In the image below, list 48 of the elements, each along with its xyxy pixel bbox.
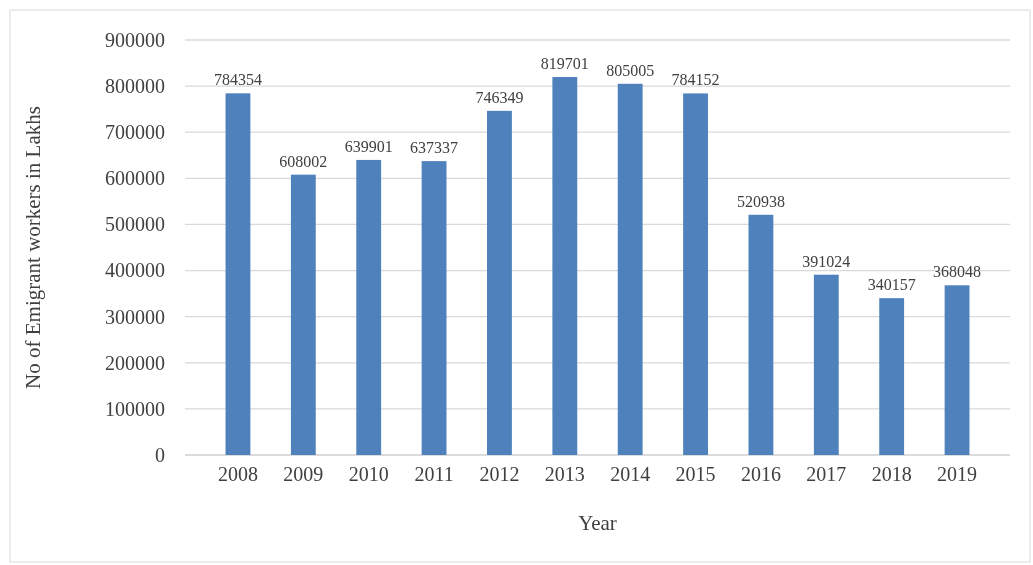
y-tick-label: 500000	[105, 213, 165, 236]
data-label: 746349	[475, 88, 524, 106]
bar	[879, 298, 905, 455]
x-axis-title: Year	[578, 511, 617, 535]
x-tick-label: 2018	[871, 463, 912, 486]
y-tick-label: 900000	[105, 28, 165, 51]
x-tick-label: 2010	[348, 463, 389, 486]
x-tick-label: 2013	[544, 463, 585, 486]
x-tick-label: 2019	[937, 463, 978, 486]
bar	[683, 93, 708, 455]
x-tick-label: 2017	[806, 463, 847, 486]
data-label: 637337	[410, 139, 459, 157]
bar	[225, 93, 251, 455]
bar	[421, 161, 447, 455]
bar	[813, 274, 839, 455]
data-label: 805005	[606, 61, 655, 79]
bar	[356, 159, 382, 455]
x-tick-label: 2009	[283, 463, 324, 486]
x-tick-label: 2012	[479, 463, 520, 486]
data-label: 819701	[540, 55, 589, 73]
data-label: 368048	[933, 263, 982, 281]
x-tick-label: 2015	[675, 463, 716, 486]
y-axis-title: No of Emigrant workers in Lakhs	[21, 106, 45, 389]
data-label: 608002	[279, 152, 328, 170]
y-tick-label: 700000	[105, 121, 165, 144]
bar	[552, 77, 578, 455]
y-tick-label: 100000	[105, 397, 165, 420]
data-label: 784354	[213, 71, 262, 89]
data-label: 520938	[736, 192, 785, 210]
data-label: 784152	[671, 71, 720, 89]
x-tick-label: 2011	[414, 463, 454, 486]
y-tick-label: 600000	[105, 167, 165, 190]
data-label: 639901	[344, 137, 393, 155]
y-tick-label: 300000	[105, 305, 165, 328]
y-tick-label: 200000	[105, 351, 165, 374]
x-tick-label: 2014	[610, 463, 651, 486]
data-label: 340157	[867, 276, 916, 294]
bar	[748, 214, 774, 455]
data-label: 391024	[802, 252, 851, 270]
bar	[617, 83, 643, 455]
x-tick-label: 2016	[740, 463, 781, 486]
y-tick-label: 0	[155, 443, 165, 466]
y-tick-label: 400000	[105, 259, 165, 282]
x-tick-label: 2008	[217, 463, 258, 486]
bar	[487, 110, 512, 455]
y-tick-label: 800000	[105, 75, 165, 98]
bar	[290, 174, 316, 455]
bar	[944, 285, 970, 455]
